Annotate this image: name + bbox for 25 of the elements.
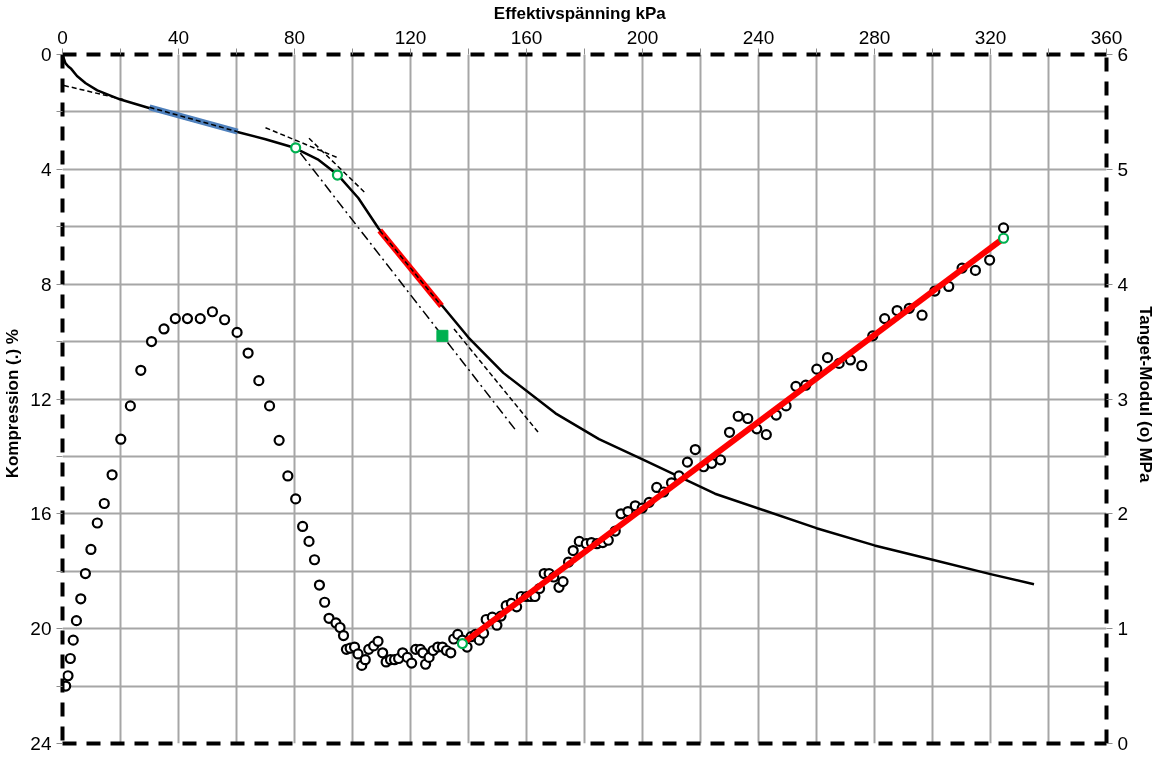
y2-tick-label: 4 [1117, 273, 1129, 295]
y2-axis-title: Tanget-Modul (o) MPa [1136, 306, 1156, 483]
y-tick-label: 0 [40, 44, 52, 65]
x-tick-label: 240 [742, 26, 775, 48]
y-tick-label: 4 [40, 158, 52, 180]
y-tick-label: 8 [40, 273, 52, 295]
y2-tick-label: 2 [1117, 503, 1129, 525]
x-tick-label: 280 [858, 26, 891, 48]
x-tick-label: 80 [283, 26, 306, 48]
y-tick-label: 24 [30, 733, 52, 754]
y-axis-title: Kompression (.) % [3, 329, 23, 479]
x-tick-label: 200 [626, 26, 659, 48]
y2-tick-label: 1 [1117, 618, 1129, 640]
x-tick-label: 160 [510, 26, 543, 48]
y2-tick-label: 3 [1117, 388, 1129, 410]
y2-tick-label: 0 [1117, 733, 1129, 754]
x-tick-label: 40 [167, 26, 190, 48]
x-axis-title: Effektivspänning kPa [493, 3, 667, 23]
x-tick-label: 120 [394, 26, 427, 48]
y2-tick-label: 5 [1117, 158, 1129, 180]
y-tick-label: 12 [30, 388, 52, 410]
y-tick-label: 16 [30, 503, 52, 525]
x-tick-label: 320 [974, 26, 1007, 48]
y-tick-label: 20 [30, 618, 52, 640]
x-tick-label: 0 [57, 26, 68, 48]
